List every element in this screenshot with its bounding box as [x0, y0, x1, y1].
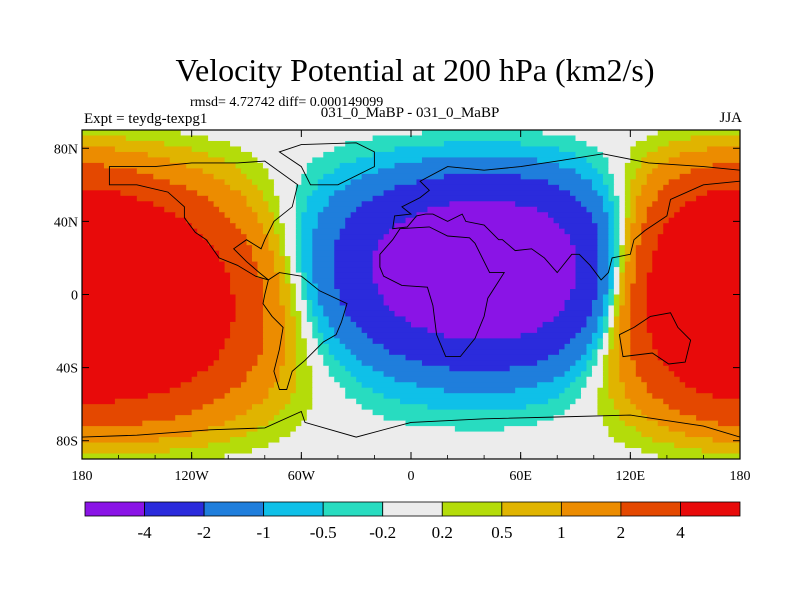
x-tick-label: 180	[730, 469, 751, 484]
colorbar-swatch	[620, 501, 681, 517]
coastline-path	[379, 226, 506, 358]
x-tick-label: 120W	[175, 469, 210, 484]
colorbar-swatch	[144, 501, 205, 517]
colorbar-swatch	[322, 501, 384, 517]
coastline-path	[278, 142, 375, 186]
colorbar-swatch	[382, 501, 443, 517]
colorbar-label: -0.2	[369, 523, 396, 542]
coastline-path	[618, 312, 692, 365]
colorbar-label: -4	[137, 523, 152, 542]
colorbar-label: -2	[197, 523, 211, 542]
stats-label: rmsd= 4.72742 diff= 0.000149099	[190, 95, 384, 110]
experiment-label: Expt = teydg-texpg1	[84, 111, 208, 127]
x-tick-label: 0	[408, 469, 415, 484]
contour-field	[82, 130, 740, 459]
season-label: JJA	[719, 110, 742, 126]
coastline-path	[108, 160, 299, 281]
y-tick-label: 80S	[56, 435, 78, 450]
coastline-path	[82, 410, 740, 459]
y-tick-label: 40S	[56, 362, 78, 377]
y-tick-label: 0	[71, 289, 78, 304]
x-tick-label: 180	[72, 469, 93, 484]
x-axis: 180 120W 60W 0 60E 120E 180	[72, 130, 751, 484]
colorbar-swatch	[263, 501, 324, 517]
colorbar-label: 0.2	[432, 523, 453, 542]
x-tick-label: 60E	[509, 469, 532, 484]
colorbar-label: 1	[557, 523, 566, 542]
colorbar-label: 2	[617, 523, 626, 542]
chart-title: Velocity Potential at 200 hPa (km2/s)	[175, 52, 655, 88]
colorbar-swatch	[501, 501, 562, 517]
colorbar-swatch	[441, 501, 503, 517]
y-tick-label: 40N	[54, 215, 78, 230]
colorbar-label: 0.5	[491, 523, 512, 542]
coastline-path	[392, 153, 740, 281]
colorbar-swatch	[203, 501, 265, 517]
x-tick-label: 60W	[288, 469, 316, 484]
coastlines	[82, 142, 740, 459]
comparison-label: 031_0_MaBP - 031_0_MaBP	[320, 105, 500, 121]
colorbar-swatch	[560, 501, 622, 517]
x-tick-label: 120E	[616, 469, 646, 484]
colorbar-swatch	[84, 501, 145, 517]
colorbar: -4 -2 -1 -0.5 -0.2 0.2 0.5 1 2 4	[84, 501, 741, 542]
y-tick-label: 80N	[54, 142, 78, 157]
colorbar-label: -1	[257, 523, 271, 542]
coastline-path	[262, 272, 348, 390]
colorbar-label: -0.5	[310, 523, 337, 542]
colorbar-label: 4	[676, 523, 685, 542]
colorbar-swatch	[680, 501, 741, 517]
y-axis: 80N 40N 0 40S 80S	[54, 142, 740, 450]
